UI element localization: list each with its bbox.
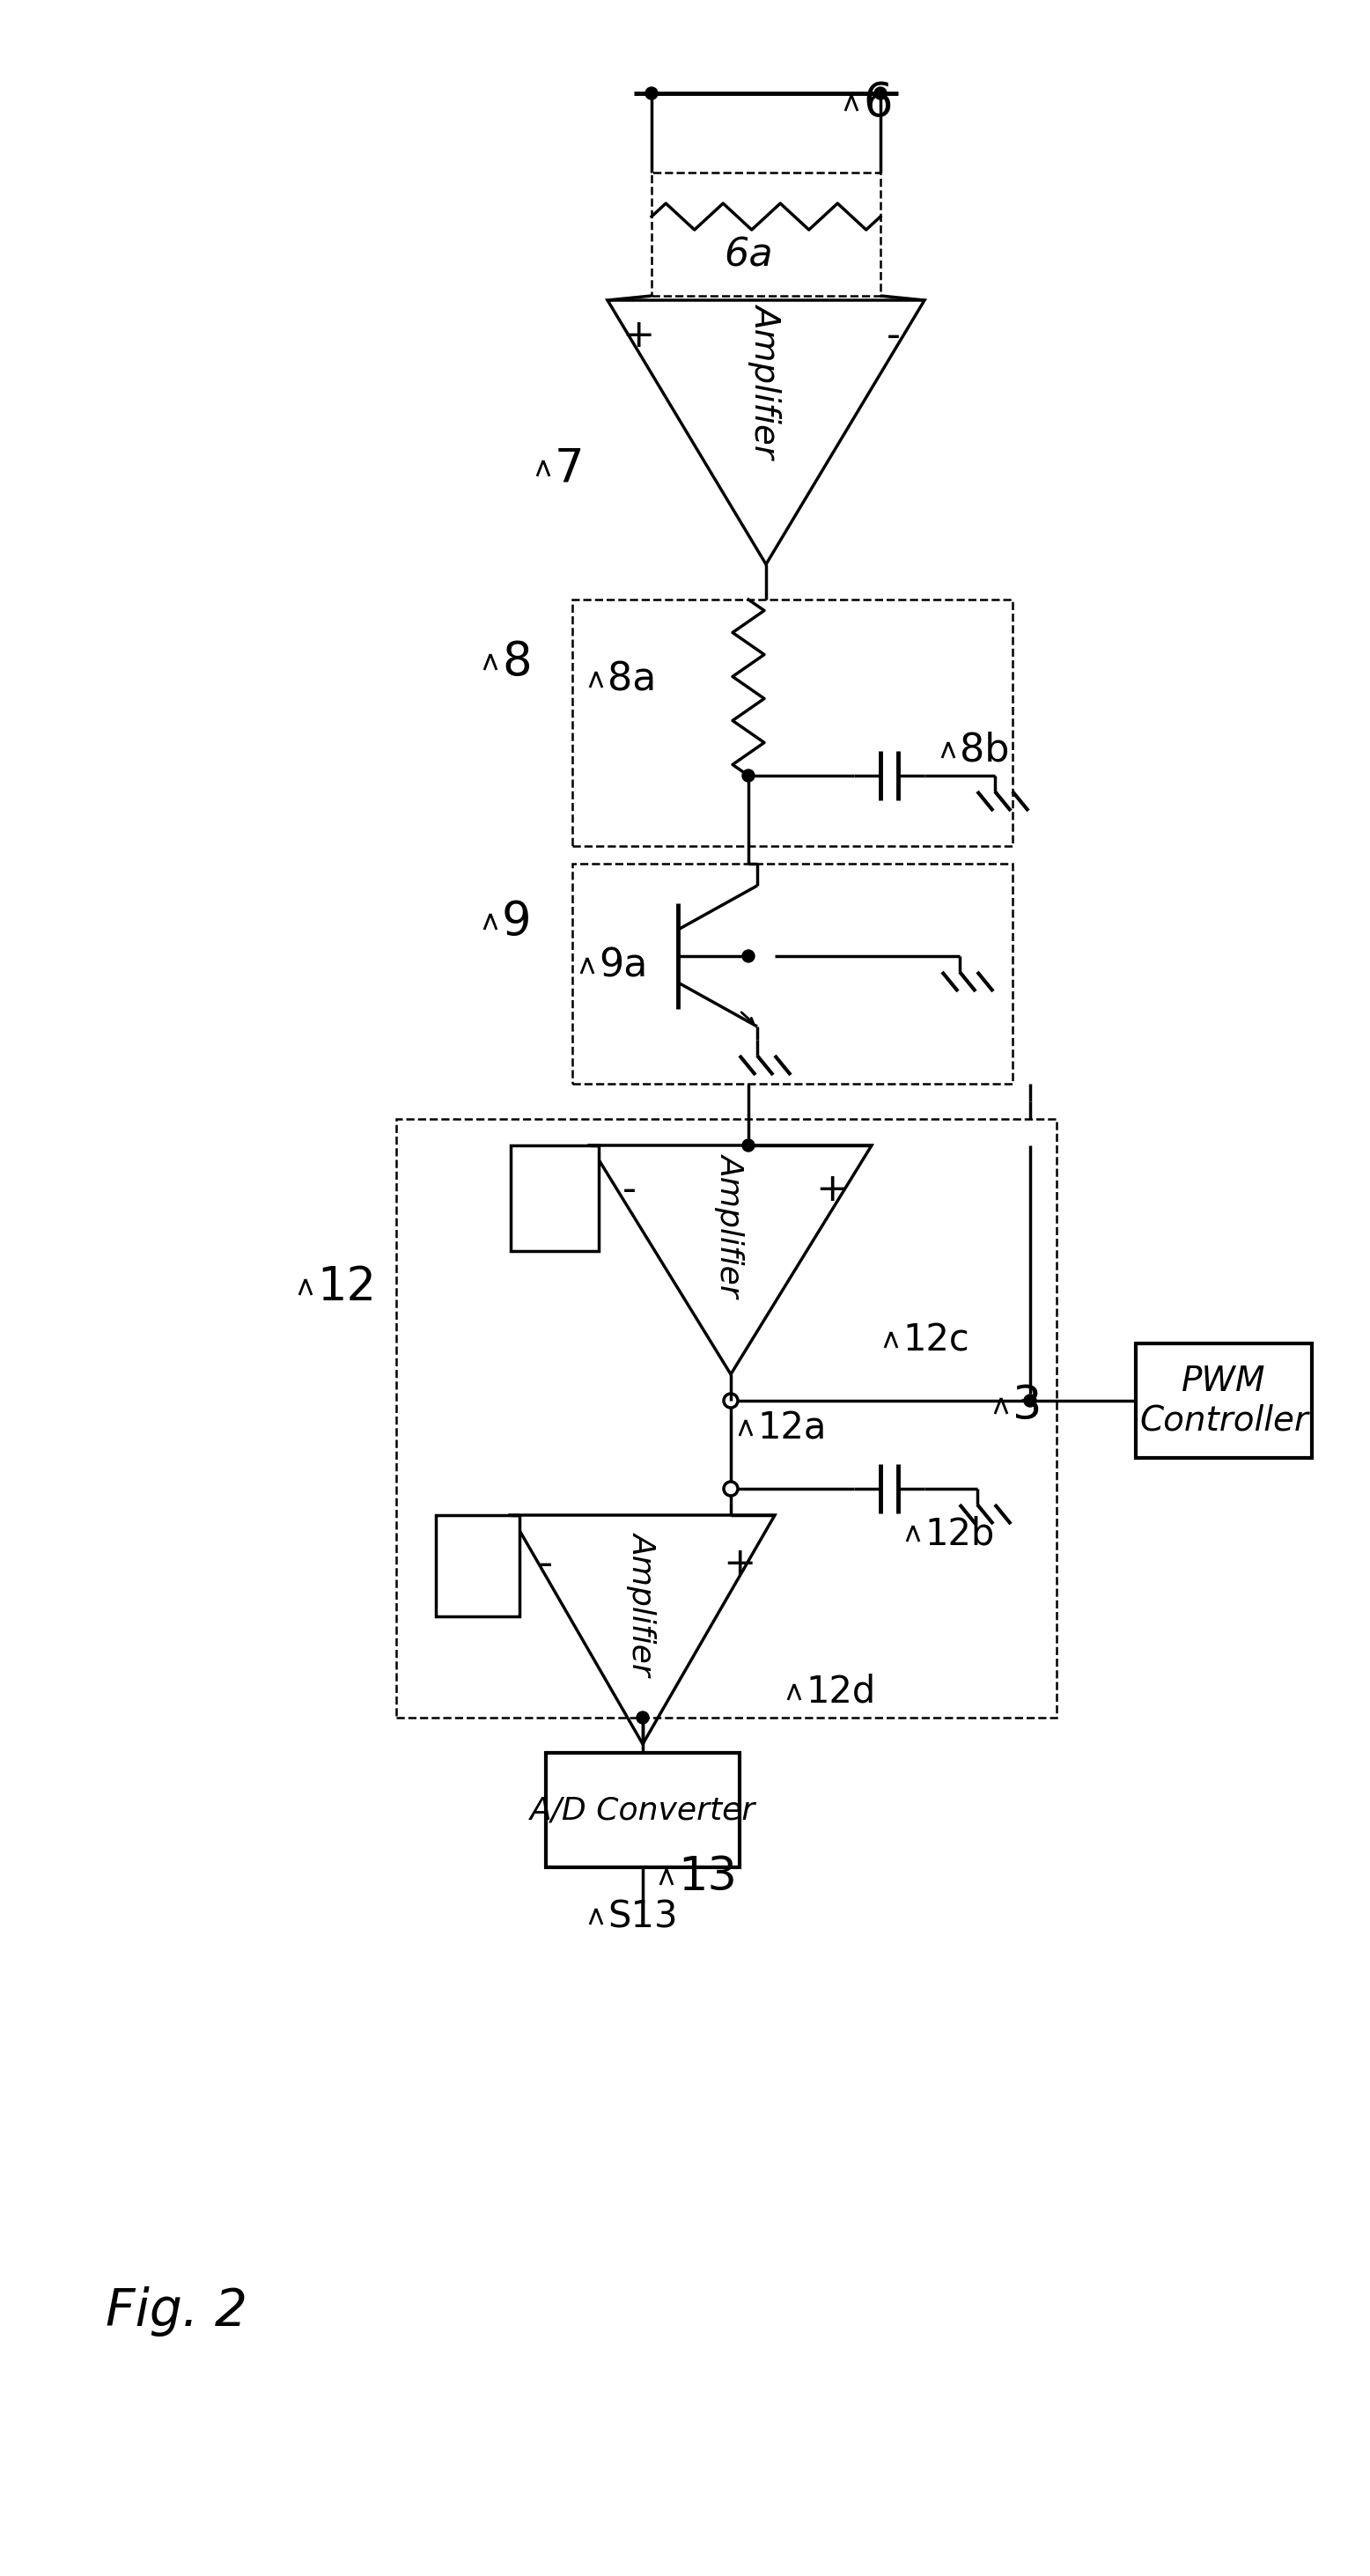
Text: 6: 6 [863, 80, 892, 126]
Text: 6a: 6a [723, 237, 773, 273]
Text: Amplifier: Amplifier [627, 1533, 658, 1674]
Bar [436, 1515, 519, 1615]
Circle shape [874, 88, 886, 100]
Text: 12c: 12c [903, 1321, 969, 1358]
Text: 12a: 12a [758, 1409, 826, 1448]
Bar [511, 1146, 599, 1252]
Text: 13: 13 [678, 1855, 737, 1901]
Text: S13: S13 [607, 1899, 678, 1935]
Bar [573, 863, 1012, 1084]
Text: -: - [886, 317, 900, 355]
Text: 7: 7 [555, 446, 584, 492]
Bar [396, 1118, 1056, 1718]
Text: 9: 9 [501, 899, 532, 945]
Text: 12d: 12d [806, 1674, 875, 1710]
Bar [1136, 1345, 1312, 1458]
Circle shape [637, 1710, 649, 1723]
Text: 8b: 8b [960, 732, 1010, 770]
Text: PWM
Controller: PWM Controller [1140, 1365, 1308, 1437]
Circle shape [743, 770, 755, 781]
Bar [545, 1752, 740, 1868]
Text: A/D Converter: A/D Converter [530, 1795, 755, 1824]
Bar [573, 600, 1012, 845]
Text: 3: 3 [1012, 1383, 1043, 1430]
Bar [652, 173, 881, 296]
Circle shape [645, 88, 658, 100]
Text: 12b: 12b [925, 1515, 995, 1553]
Circle shape [1023, 1394, 1036, 1406]
Text: +: + [815, 1170, 848, 1208]
Text: Amplifier: Amplifier [715, 1154, 745, 1296]
Text: +: + [723, 1546, 756, 1582]
Circle shape [743, 1139, 755, 1151]
Text: 9a: 9a [599, 948, 648, 984]
Text: 12: 12 [316, 1265, 375, 1311]
Text: -: - [622, 1170, 637, 1208]
Circle shape [743, 951, 755, 963]
Text: 8: 8 [501, 639, 532, 685]
Text: +: + [622, 317, 655, 355]
Text: Amplifier: Amplifier [749, 301, 782, 456]
Text: 8a: 8a [607, 659, 656, 698]
Text: -: - [538, 1546, 553, 1582]
Text: Fig. 2: Fig. 2 [105, 2287, 248, 2336]
